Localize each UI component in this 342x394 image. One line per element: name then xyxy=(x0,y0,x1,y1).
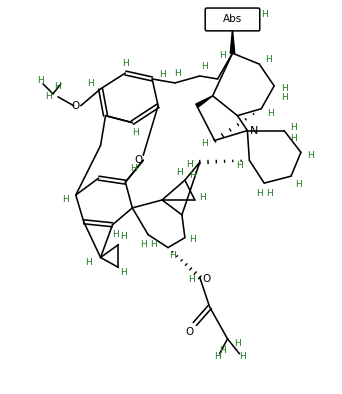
Text: H: H xyxy=(45,92,51,101)
Text: H: H xyxy=(130,164,137,173)
Text: H: H xyxy=(150,240,157,249)
Text: H: H xyxy=(234,339,241,348)
FancyBboxPatch shape xyxy=(205,8,260,31)
Text: H: H xyxy=(214,352,221,361)
Text: H: H xyxy=(55,82,61,91)
Text: O: O xyxy=(134,155,142,165)
Text: H: H xyxy=(261,10,267,19)
Text: H: H xyxy=(267,109,274,118)
Text: H: H xyxy=(112,230,119,239)
Text: H: H xyxy=(120,268,127,277)
Text: H: H xyxy=(189,235,196,244)
Text: H: H xyxy=(132,128,139,137)
Text: O: O xyxy=(202,274,211,284)
Text: N: N xyxy=(250,126,259,136)
Text: H: H xyxy=(188,275,195,284)
Text: H: H xyxy=(199,193,206,201)
Text: H: H xyxy=(63,195,69,204)
Polygon shape xyxy=(230,30,235,53)
Text: H: H xyxy=(122,59,129,68)
Text: H: H xyxy=(236,161,243,170)
Text: H: H xyxy=(201,139,208,148)
Text: H: H xyxy=(266,189,273,197)
Text: H: H xyxy=(219,346,226,355)
Text: H: H xyxy=(307,151,314,160)
Text: H: H xyxy=(219,51,226,59)
Text: H: H xyxy=(120,232,127,241)
Text: Abs: Abs xyxy=(223,15,242,24)
Text: H: H xyxy=(265,55,272,63)
Text: H: H xyxy=(201,61,208,71)
Text: H: H xyxy=(291,123,297,132)
Text: H: H xyxy=(85,258,92,267)
Text: H: H xyxy=(140,240,147,249)
Text: H: H xyxy=(176,168,183,177)
Text: H: H xyxy=(291,134,297,143)
Text: H: H xyxy=(87,80,94,88)
Text: H: H xyxy=(37,76,43,85)
Text: H: H xyxy=(170,251,176,260)
Text: O: O xyxy=(72,101,80,111)
Text: H: H xyxy=(239,352,246,361)
Text: H: H xyxy=(281,84,287,93)
Text: H: H xyxy=(189,171,196,180)
Text: H: H xyxy=(186,160,193,169)
Polygon shape xyxy=(196,96,213,108)
Text: H: H xyxy=(174,69,181,78)
Text: H: H xyxy=(281,93,287,102)
Text: H: H xyxy=(159,69,166,78)
Text: H: H xyxy=(256,189,263,197)
Text: O: O xyxy=(186,327,194,337)
Text: H: H xyxy=(295,180,302,189)
